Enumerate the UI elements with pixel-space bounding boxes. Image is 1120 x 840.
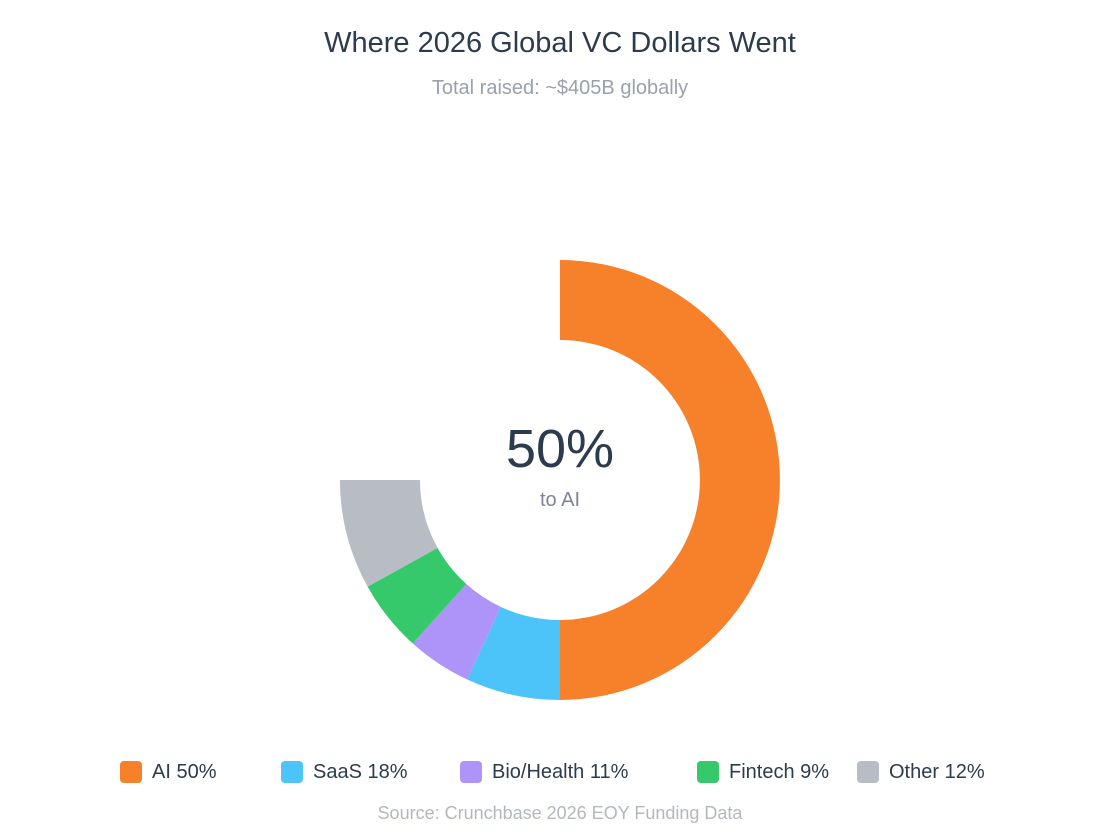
legend-swatch-fintech <box>697 761 719 783</box>
legend-label: Bio/Health 11% <box>492 760 629 783</box>
chart-title: Where 2026 Global VC Dollars Went <box>324 27 796 59</box>
legend-label: Other 12% <box>889 760 985 783</box>
center-label: to AI <box>539 489 581 511</box>
legend-item-ai: AI 50% <box>120 760 216 784</box>
legend-swatch-ai <box>120 761 142 783</box>
legend-item-bio-health: Bio/Health 11% <box>460 760 628 784</box>
legend-item-other: Other 12% <box>857 760 985 784</box>
legend-swatch-other <box>857 761 879 783</box>
donut-slice-fintech <box>367 547 467 644</box>
donut-slice-ai <box>560 260 780 700</box>
donut-slice-bio-health <box>412 584 501 680</box>
legend-swatch-saas <box>281 761 303 783</box>
legend-label: Fintech 9% <box>729 760 830 783</box>
donut-slice-other <box>340 480 438 587</box>
legend-item-saas: SaaS 18% <box>281 760 408 784</box>
legend-label: AI 50% <box>152 760 217 783</box>
legend-label: SaaS 18% <box>313 760 408 783</box>
chart-subtitle: Total raised: ~$405B globally <box>431 77 689 99</box>
legend-item-fintech: Fintech 9% <box>697 760 829 784</box>
center-value: 50% <box>505 419 615 479</box>
legend-swatch-bio-health <box>460 761 482 783</box>
source-note: Source: Crunchbase 2026 EOY Funding Data <box>377 803 743 823</box>
donut-slice-saas <box>467 606 560 700</box>
